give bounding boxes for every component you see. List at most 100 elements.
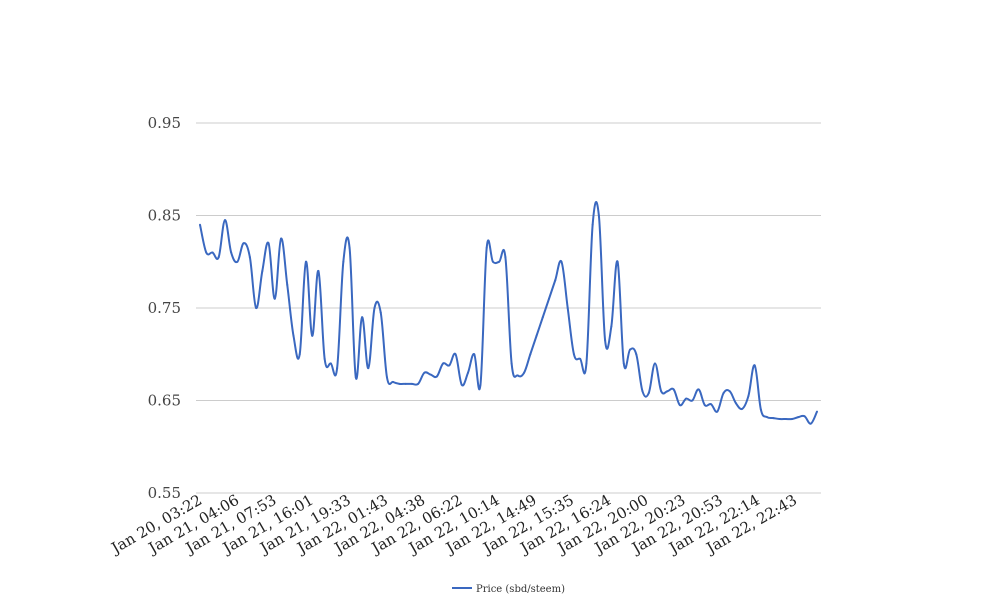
data-point — [604, 339, 607, 342]
data-point — [448, 364, 451, 367]
data-point — [410, 382, 413, 385]
data-point — [323, 357, 326, 360]
data-point — [629, 348, 632, 351]
data-point — [336, 367, 339, 370]
data-point — [554, 279, 557, 282]
data-point — [460, 383, 463, 386]
data-point — [217, 256, 220, 259]
data-point — [223, 219, 226, 222]
data-point — [666, 390, 669, 393]
data-point — [261, 270, 264, 272]
data-point — [211, 251, 214, 254]
data-point — [348, 246, 351, 249]
data-point — [772, 417, 775, 420]
series-layer — [199, 201, 818, 425]
data-point — [585, 362, 588, 365]
data-point — [236, 260, 239, 263]
data-point — [784, 418, 787, 420]
y-tick-label: 0.65 — [148, 392, 181, 410]
legend-label: Price (sbd/steem) — [476, 584, 565, 595]
data-point — [230, 251, 233, 254]
data-point — [435, 375, 438, 378]
data-point — [498, 260, 501, 263]
data-point — [242, 242, 245, 245]
data-point — [485, 246, 488, 249]
data-point — [697, 388, 700, 391]
data-point — [417, 382, 420, 385]
data-point — [685, 397, 688, 400]
data-point — [816, 410, 818, 413]
data-point — [703, 404, 706, 407]
data-point — [809, 422, 812, 425]
data-point — [304, 260, 307, 263]
data-point — [566, 307, 569, 309]
data-point — [361, 316, 364, 319]
y-tick-label: 0.85 — [148, 207, 181, 225]
data-point — [248, 256, 251, 259]
data-point — [716, 410, 719, 413]
data-point — [778, 418, 781, 420]
data-point — [473, 353, 476, 356]
data-point — [442, 362, 445, 365]
y-axis-ticks: 0.95 0.85 0.75 0.65 0.55 — [148, 114, 181, 502]
series-line — [199, 201, 818, 425]
data-point — [385, 376, 388, 379]
data-point — [753, 364, 756, 367]
data-point — [429, 373, 432, 376]
data-point — [205, 251, 208, 254]
data-point — [273, 297, 276, 300]
data-point — [597, 214, 600, 217]
data-point — [255, 307, 258, 309]
data-point — [404, 382, 407, 385]
data-point — [329, 362, 332, 365]
data-point — [292, 334, 295, 337]
data-point — [535, 334, 538, 337]
data-point — [367, 367, 370, 370]
data-point — [392, 381, 395, 383]
data-point — [199, 223, 201, 226]
data-point — [454, 353, 457, 356]
data-point — [622, 362, 625, 365]
data-point — [379, 311, 382, 314]
data-point — [504, 256, 507, 259]
data-point — [647, 392, 650, 395]
data-point — [660, 390, 663, 393]
data-point — [491, 260, 494, 263]
data-point — [373, 307, 376, 309]
data-point — [280, 237, 283, 240]
data-point — [286, 283, 289, 286]
data-point — [298, 353, 301, 356]
data-point — [672, 388, 675, 391]
y-tick-label: 0.75 — [148, 299, 181, 317]
data-point — [734, 402, 737, 405]
data-point — [591, 223, 594, 226]
data-point — [803, 415, 806, 418]
data-point — [797, 416, 800, 419]
data-point — [560, 260, 563, 263]
data-point — [423, 371, 426, 374]
data-point — [766, 416, 769, 419]
data-point — [398, 382, 401, 385]
data-point — [529, 353, 532, 356]
data-point — [791, 418, 794, 420]
data-point — [523, 371, 526, 374]
data-point — [759, 408, 762, 411]
data-point — [678, 404, 681, 407]
data-point — [741, 407, 744, 410]
data-point — [510, 362, 513, 365]
data-point — [641, 390, 644, 393]
data-point — [691, 399, 694, 402]
data-point — [635, 353, 638, 356]
data-point — [541, 316, 544, 319]
data-point — [710, 403, 713, 406]
data-point — [317, 270, 320, 272]
data-point — [342, 260, 345, 263]
data-point — [653, 362, 656, 365]
data-point — [311, 334, 314, 337]
data-point — [722, 392, 725, 395]
data-point — [616, 260, 619, 263]
data-point — [610, 325, 613, 328]
data-point — [267, 242, 270, 245]
